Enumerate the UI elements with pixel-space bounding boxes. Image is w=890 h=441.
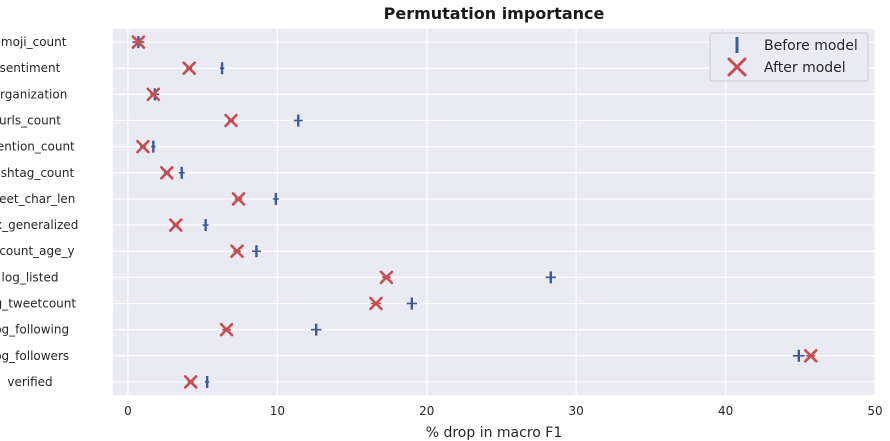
legend-item: Before model [735, 37, 858, 54]
after-model-marker [379, 270, 394, 285]
x-tick-label: 20 [419, 404, 434, 418]
y-tick-label: sex_generalized [0, 218, 78, 232]
y-tick-label: hashtag_count [0, 166, 74, 180]
before-model-marker [792, 349, 805, 362]
before-model-marker [293, 114, 303, 127]
before-model-marker [545, 271, 557, 284]
after-model-marker [182, 61, 196, 76]
legend: Before model After model [709, 32, 869, 82]
x-tick-label: 10 [270, 404, 285, 418]
after-model-marker [803, 348, 818, 363]
legend-label: Before model [764, 38, 858, 54]
y-tick-labels: emoji_count sentiment organization urls_cou… [0, 35, 78, 389]
y-tick-label: sentiment [0, 61, 61, 75]
before-model-marker [272, 192, 279, 205]
y-tick-label: mention_count [0, 140, 75, 154]
data-markers [131, 35, 818, 389]
x-tick-label: 40 [718, 404, 733, 418]
after-model-marker [159, 165, 174, 180]
y-tick-label: emoji_count [0, 35, 67, 49]
y-tick-label: log_listed [2, 270, 59, 284]
y-tick-label: organization [0, 87, 67, 101]
before-model-marker [219, 62, 225, 75]
x-axis-label: % drop in macro F1 [426, 425, 563, 441]
x-tick-labels: 0 10 20 30 40 50 [124, 404, 883, 418]
after-model-marker [219, 322, 234, 337]
y-tick-label: log_tweetcount [0, 297, 76, 311]
after-model-marker [231, 192, 246, 206]
legend-item: After model [727, 57, 846, 77]
before-model-marker [251, 245, 261, 258]
before-model-marker [178, 166, 185, 179]
y-tick-label: verified [7, 375, 52, 389]
y-tick-label: tweet_char_len [0, 192, 75, 206]
x-tick-label: 0 [124, 404, 132, 418]
after-model-marker [136, 139, 150, 154]
legend-x-marker [727, 57, 747, 77]
after-model-marker [131, 35, 146, 49]
before-model-marker [151, 140, 156, 153]
before-model-marker [204, 375, 210, 388]
after-model-marker [146, 87, 161, 102]
x-tick-label: 30 [569, 404, 584, 418]
chart-title: Permutation importance [384, 4, 605, 23]
before-model-marker [310, 323, 322, 336]
before-model-marker [406, 297, 418, 310]
y-tick-label: log_followers [0, 349, 69, 363]
y-tick-label: account_age_y [0, 244, 75, 258]
grid [113, 29, 876, 395]
legend-label: After model [764, 60, 846, 76]
after-model-marker [224, 113, 238, 128]
plot-background [113, 29, 875, 395]
legend-box [709, 32, 869, 82]
x-tick-label: 50 [867, 404, 882, 418]
y-tick-label: log_following [0, 323, 69, 337]
y-tick-label: urls_count [0, 114, 61, 128]
after-model-marker [369, 296, 383, 311]
after-model-marker [230, 244, 244, 259]
after-model-marker [183, 375, 198, 389]
after-model-marker [168, 218, 183, 232]
before-model-marker [202, 219, 209, 232]
